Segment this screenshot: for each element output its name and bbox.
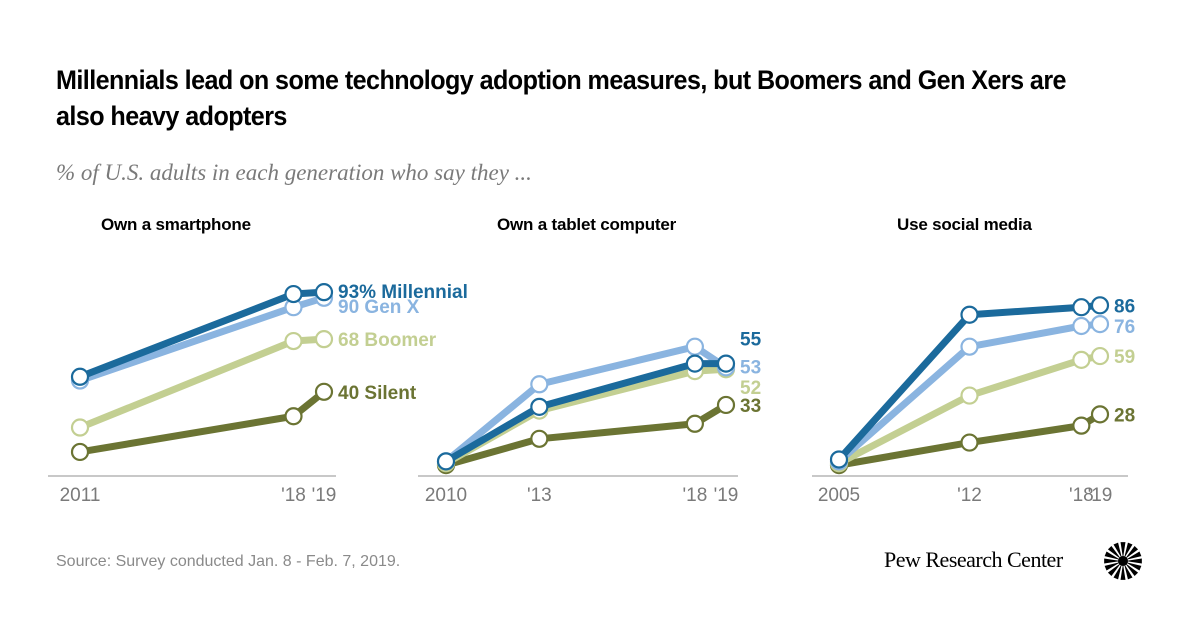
panel-title-smartphone: Own a smartphone <box>101 215 251 234</box>
end-label-millennial: 86 <box>1114 296 1135 317</box>
x-tick-label: '19 <box>714 485 739 506</box>
brand-name: Pew Research Center <box>884 547 1063 572</box>
data-point-millennial <box>314 283 334 302</box>
series-line-millennial <box>835 301 1104 463</box>
data-point-gen-x <box>1072 316 1091 336</box>
sunburst-ray <box>1107 545 1121 559</box>
x-tick-label: '19 <box>312 485 337 506</box>
data-point-millennial <box>436 452 456 471</box>
data-point-silent <box>314 382 334 401</box>
sunburst-ray <box>1120 542 1126 558</box>
series-line-silent <box>442 401 730 469</box>
sunburst-center <box>1118 556 1128 566</box>
sunburst-ray <box>1107 563 1121 577</box>
end-label-boomer: 52 <box>740 378 761 399</box>
data-point-millennial <box>829 450 849 469</box>
sunburst-ray <box>1104 551 1120 560</box>
series-line-boomer <box>835 352 1104 467</box>
end-label-silent: 40 Silent <box>338 383 417 404</box>
x-tick-label: 2010 <box>425 485 467 506</box>
data-point-millennial <box>70 367 90 386</box>
end-label-gen-x: 76 <box>1114 317 1135 338</box>
data-point-millennial <box>1090 296 1110 315</box>
source-note: Source: Survey conducted Jan. 8 - Feb. 7… <box>56 553 401 570</box>
sunburst-ray <box>1125 563 1139 577</box>
data-point-millennial <box>530 397 549 416</box>
sunburst-ray <box>1126 551 1142 560</box>
sunburst-ray <box>1120 564 1126 580</box>
data-point-silent <box>960 433 979 452</box>
data-point-millennial <box>716 354 736 373</box>
data-point-millennial <box>284 284 303 304</box>
data-point-silent <box>716 395 736 415</box>
end-label-boomer: 59 <box>1114 347 1135 368</box>
pew-sunburst-icon <box>1104 542 1142 580</box>
sunburst-ray <box>1113 542 1122 558</box>
x-tick-label: 2005 <box>818 485 860 506</box>
x-tick-label: 2011 <box>60 485 101 506</box>
x-tick-label: '18 <box>1069 485 1094 506</box>
sunburst-ray <box>1124 542 1133 558</box>
end-label-millennial: 55 <box>740 330 762 351</box>
series-line-gen-x <box>442 343 730 465</box>
sunburst-ray <box>1104 558 1120 564</box>
end-label-gen-x: 53 <box>740 357 761 378</box>
data-point-silent <box>1090 405 1110 424</box>
end-label-millennial: 93% Millennial <box>338 282 468 303</box>
data-point-silent <box>685 414 704 433</box>
data-point-boomer <box>960 386 979 405</box>
data-point-boomer <box>70 418 90 437</box>
data-point-gen-x <box>960 337 979 356</box>
panel-title-tablet: Own a tablet computer <box>497 215 677 234</box>
data-point-silent <box>284 407 303 426</box>
end-label-silent: 33 <box>740 396 761 417</box>
end-label-boomer: 68 Boomer <box>338 330 437 351</box>
data-point-silent <box>70 442 90 462</box>
series-line-silent <box>835 410 1104 469</box>
data-point-millennial <box>1072 298 1091 317</box>
series-line-boomer <box>442 365 730 467</box>
x-tick-label: '13 <box>527 485 552 506</box>
chart-title: Millennials lead on some technology adop… <box>56 65 1067 131</box>
x-tick-label: '12 <box>957 485 982 506</box>
sunburst-ray <box>1126 562 1142 571</box>
data-point-millennial <box>685 354 704 373</box>
sunburst-ray <box>1104 562 1120 571</box>
series-line-gen-x <box>835 320 1104 465</box>
panel-title-social-media: Use social media <box>897 215 1032 234</box>
data-point-boomer <box>1090 346 1110 366</box>
series-line-millennial <box>442 360 730 465</box>
end-label-gen-x: 90 Gen X <box>338 297 420 318</box>
data-point-gen-x <box>685 337 704 356</box>
sunburst-ray <box>1113 564 1122 580</box>
x-tick-label: '18 <box>683 485 708 506</box>
x-tick-label: '18 <box>281 485 306 506</box>
data-point-silent <box>1072 416 1091 435</box>
data-point-boomer <box>284 331 303 351</box>
sunburst-ray <box>1126 558 1142 564</box>
data-point-gen-x <box>1090 315 1110 334</box>
data-point-millennial <box>960 305 979 324</box>
data-point-gen-x <box>530 375 549 394</box>
x-tick-label: '19 <box>1088 485 1113 506</box>
chart-subtitle: % of U.S. adults in each generation who … <box>56 160 532 185</box>
sunburst-ray <box>1125 545 1139 559</box>
sunburst-ray <box>1124 564 1133 580</box>
end-label-silent: 28 <box>1114 405 1135 426</box>
data-point-silent <box>530 429 549 448</box>
data-point-boomer <box>1072 350 1091 369</box>
data-point-boomer <box>314 330 334 349</box>
